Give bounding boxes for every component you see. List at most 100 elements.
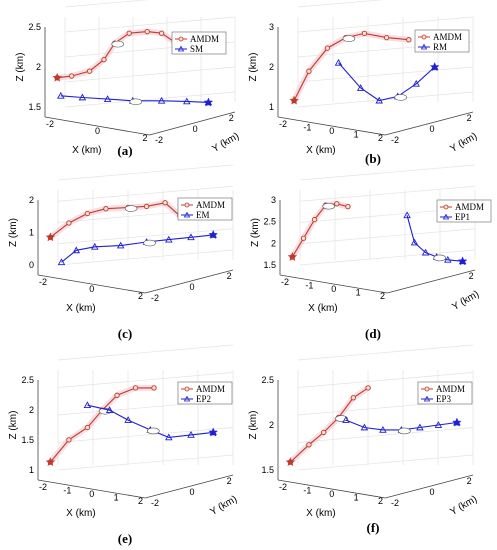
x-tick-label: 1: [354, 130, 359, 140]
x-tick-label: -1: [303, 486, 311, 496]
x-axis-line: [277, 479, 386, 499]
z-tick-label: 2.5: [28, 22, 41, 32]
data-point: [187, 430, 195, 438]
data-point: [124, 416, 132, 423]
panel-f: 1.5 2 2.5 -2 -1 0 1 2 -2 0 2 Z (km) X (km) Y (km) AMDM…: [248, 344, 479, 535]
x-tick-label: -1: [63, 486, 71, 496]
y-axis-line: [149, 111, 236, 136]
legend-marker: [423, 395, 431, 402]
data-point: [321, 429, 327, 436]
data-point: [334, 201, 340, 207]
start-star: [452, 417, 462, 427]
data-point: [342, 416, 350, 423]
data-point: [126, 30, 132, 36]
data-point: [157, 96, 166, 104]
data-point: [365, 385, 371, 391]
grid-line: [64, 16, 236, 33]
y-tick-label: -2: [391, 135, 399, 145]
data-point: [311, 216, 318, 223]
x-tick-label: 2: [138, 496, 143, 506]
grid-line: [299, 228, 476, 245]
legend-label: RM: [433, 42, 447, 52]
data-point: [143, 203, 150, 209]
aircraft-icon: [124, 205, 138, 212]
x-axis-line: [37, 274, 146, 294]
data-point: [84, 210, 91, 217]
y-tick-label: -2: [151, 293, 159, 303]
legend-marker: [443, 204, 449, 210]
series-halo: [54, 28, 179, 81]
data-point: [334, 58, 343, 66]
data-point: [375, 96, 383, 104]
x-tick-label: -2: [46, 119, 54, 129]
grid-line: [57, 164, 234, 181]
grid-line: [64, 91, 236, 108]
data-point: [91, 242, 99, 250]
series-ep1: [403, 211, 468, 266]
grid-line: [64, 66, 236, 83]
data-point: [421, 248, 430, 256]
legend-marker: [442, 213, 450, 220]
series-ep2: [83, 401, 219, 441]
x-axis-line: [279, 274, 388, 294]
data-point: [187, 233, 195, 241]
aircraft-icon: [433, 254, 447, 262]
grid-line: [57, 372, 234, 388]
data-point: [132, 385, 139, 391]
z-tick-label: 2: [36, 62, 41, 72]
z-tick-label: 2: [269, 62, 274, 72]
legend-marker: [184, 202, 190, 208]
series-amdm: [52, 28, 179, 82]
x-tick-label: 1: [356, 288, 361, 298]
series-line: [406, 215, 463, 262]
data-point: [101, 56, 107, 63]
axes: [279, 200, 476, 294]
aircraft-icon: [147, 427, 160, 435]
grid-line: [297, 344, 474, 361]
data-point: [306, 442, 312, 448]
series-sm: [57, 91, 214, 107]
grid-line: [57, 427, 234, 443]
start-star: [289, 95, 299, 105]
data-point: [379, 426, 387, 433]
z-tick-label: 2: [29, 405, 34, 415]
x-axis-label: X (km): [72, 145, 101, 156]
series-line: [50, 202, 181, 238]
series-rm: [334, 58, 440, 104]
z-tick-label: 1: [269, 102, 274, 112]
legend-label: EP2: [196, 394, 211, 404]
x-tick-label: 2: [138, 291, 143, 301]
grid-line: [297, 66, 474, 83]
data-point: [412, 79, 420, 87]
data-point: [403, 211, 411, 219]
series-ep3: [342, 416, 462, 435]
aircraft-icon: [322, 202, 336, 210]
data-point: [116, 241, 125, 249]
x-tick-label: 0: [89, 489, 94, 499]
start-star: [285, 457, 296, 467]
x-tick-label: 2: [142, 133, 147, 143]
axes: [44, 27, 236, 136]
data-point: [57, 91, 65, 99]
data-point: [324, 45, 331, 51]
y-tick-label: 2: [467, 113, 472, 123]
data-point: [72, 246, 81, 254]
y-axis-label: Y (km): [208, 494, 239, 518]
panel-label: (b): [365, 151, 381, 166]
x-tick-label: 0: [331, 284, 336, 294]
data-point: [103, 95, 112, 102]
x-axis-line: [277, 116, 386, 136]
grid-line: [299, 249, 476, 266]
z-tick-label: 1: [29, 228, 34, 238]
grid-line: [297, 16, 474, 33]
panel-label: (f): [367, 520, 380, 535]
x-axis-label: X (km): [308, 303, 337, 314]
z-axis-label: Z (km): [15, 53, 26, 82]
legend-label: AMDM: [433, 32, 462, 42]
start-star: [52, 72, 63, 82]
